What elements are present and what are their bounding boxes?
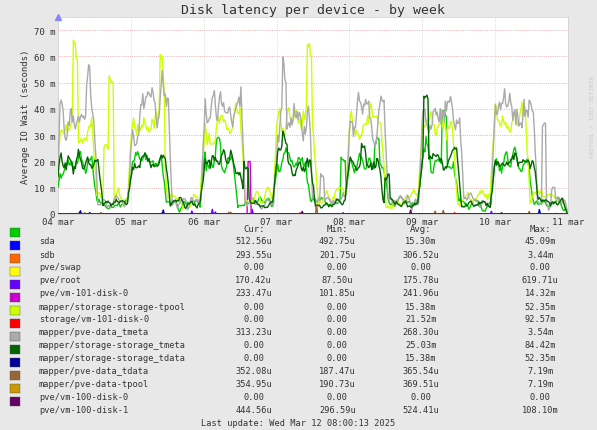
Text: 187.47u: 187.47u [319,367,356,376]
Text: mapper/storage-storage_tdata: mapper/storage-storage_tdata [39,354,186,362]
Text: 175.78u: 175.78u [402,276,439,285]
Text: 170.42u: 170.42u [235,276,272,285]
Text: mapper/pve-data-tpool: mapper/pve-data-tpool [39,380,149,389]
Text: 108.10m: 108.10m [522,405,559,415]
Text: 0.00: 0.00 [243,341,264,350]
Text: 306.52u: 306.52u [402,250,439,259]
Text: Cur:: Cur: [243,224,264,233]
Text: 0.00: 0.00 [327,354,348,362]
Text: 0.00: 0.00 [327,302,348,311]
Text: Last update: Wed Mar 12 08:00:13 2025: Last update: Wed Mar 12 08:00:13 2025 [201,418,396,427]
Text: 512.56u: 512.56u [235,237,272,246]
Text: 0.00: 0.00 [410,263,432,272]
Text: 0.00: 0.00 [327,263,348,272]
Text: 101.85u: 101.85u [319,289,356,298]
Text: mapper/pve-data_tmeta: mapper/pve-data_tmeta [39,328,149,337]
Text: 21.52m: 21.52m [405,315,436,324]
Text: 15.38m: 15.38m [405,302,436,311]
Text: RRDTOOL / TOBI OETIKER: RRDTOOL / TOBI OETIKER [590,75,595,157]
Text: 15.30m: 15.30m [405,237,436,246]
Text: 369.51u: 369.51u [402,380,439,389]
Text: 14.32m: 14.32m [525,289,556,298]
Text: 0.00: 0.00 [530,263,551,272]
Text: Min:: Min: [327,224,348,233]
Text: mapper/storage-storage_tmeta: mapper/storage-storage_tmeta [39,341,186,350]
Text: 0.00: 0.00 [327,315,348,324]
Text: 0.00: 0.00 [530,393,551,402]
Text: Avg:: Avg: [410,224,432,233]
Text: 201.75u: 201.75u [319,250,356,259]
Text: 25.03m: 25.03m [405,341,436,350]
Text: storage/vm-101-disk-0: storage/vm-101-disk-0 [39,315,149,324]
Text: 0.00: 0.00 [243,315,264,324]
Text: 3.54m: 3.54m [527,328,553,337]
Text: 0.00: 0.00 [243,354,264,362]
Text: 3.44m: 3.44m [527,250,553,259]
Text: mapper/storage-storage-tpool: mapper/storage-storage-tpool [39,302,186,311]
Text: 444.56u: 444.56u [235,405,272,415]
Y-axis label: Average IO Wait (seconds): Average IO Wait (seconds) [20,49,30,183]
Text: 7.19m: 7.19m [527,367,553,376]
Text: 524.41u: 524.41u [402,405,439,415]
Text: mapper/pve-data_tdata: mapper/pve-data_tdata [39,367,149,376]
Text: 619.71u: 619.71u [522,276,559,285]
Text: 268.30u: 268.30u [402,328,439,337]
Text: 7.19m: 7.19m [527,380,553,389]
Title: Disk latency per device - by week: Disk latency per device - by week [181,4,445,17]
Text: 190.73u: 190.73u [319,380,356,389]
Text: 52.35m: 52.35m [525,302,556,311]
Text: 241.96u: 241.96u [402,289,439,298]
Text: pve/root: pve/root [39,276,81,285]
Text: 92.57m: 92.57m [525,315,556,324]
Text: sda: sda [39,237,54,246]
Text: 0.00: 0.00 [243,263,264,272]
Text: 45.09m: 45.09m [525,237,556,246]
Text: 233.47u: 233.47u [235,289,272,298]
Text: 15.38m: 15.38m [405,354,436,362]
Text: pve/swap: pve/swap [39,263,81,272]
Text: pve/vm-101-disk-0: pve/vm-101-disk-0 [39,289,128,298]
Text: 354.95u: 354.95u [235,380,272,389]
Text: 293.55u: 293.55u [235,250,272,259]
Text: sdb: sdb [39,250,54,259]
Text: 0.00: 0.00 [327,328,348,337]
Text: Max:: Max: [530,224,551,233]
Text: 87.50u: 87.50u [322,276,353,285]
Text: 352.08u: 352.08u [235,367,272,376]
Text: 52.35m: 52.35m [525,354,556,362]
Text: 0.00: 0.00 [243,393,264,402]
Text: 313.23u: 313.23u [235,328,272,337]
Text: 0.00: 0.00 [327,341,348,350]
Text: pve/vm-100-disk-1: pve/vm-100-disk-1 [39,405,128,415]
Text: 0.00: 0.00 [410,393,432,402]
Text: pve/vm-100-disk-0: pve/vm-100-disk-0 [39,393,128,402]
Text: 0.00: 0.00 [327,393,348,402]
Text: 365.54u: 365.54u [402,367,439,376]
Text: 0.00: 0.00 [243,302,264,311]
Text: 296.59u: 296.59u [319,405,356,415]
Text: 84.42m: 84.42m [525,341,556,350]
Text: 492.75u: 492.75u [319,237,356,246]
